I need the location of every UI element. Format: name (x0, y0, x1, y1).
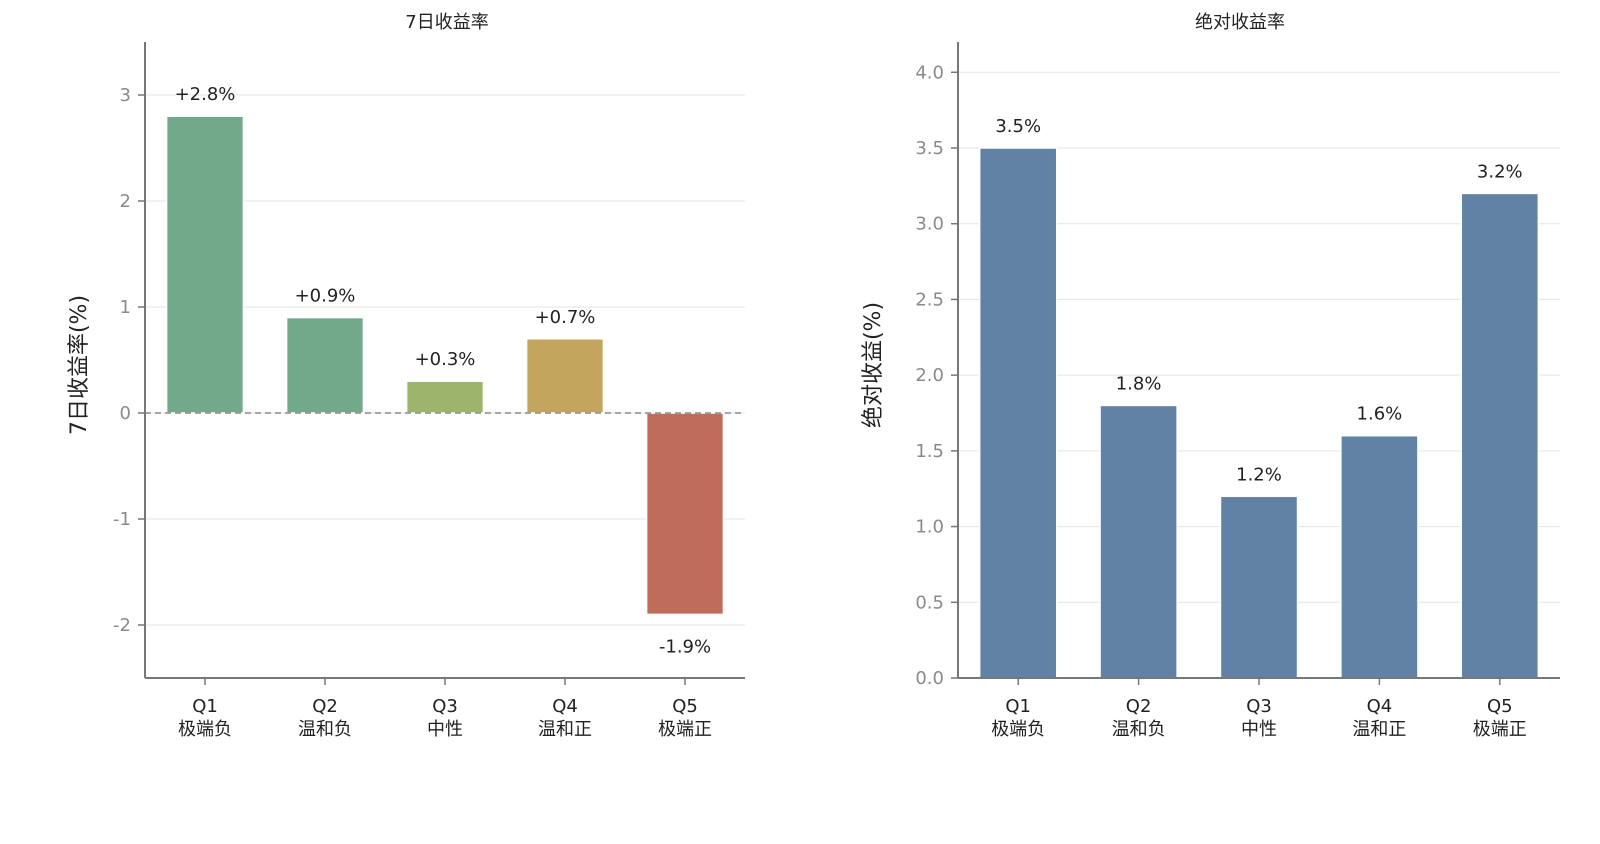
x-tick-code: Q3 (1246, 696, 1272, 717)
bar (525, 338, 605, 414)
seven-day-return-chart: 7日收益率 7日收益率(%) -2 -1 0 1 2 3 Q1 极端负 Q2 温… (67, 12, 745, 740)
bar (165, 115, 245, 414)
data-label: 1.8% (1116, 373, 1162, 394)
absolute-return-chart: 绝对收益率 绝对收益(%) 0.0 0.5 1.0 1.5 2.0 2.5 3.… (861, 12, 1560, 740)
bar (1340, 434, 1419, 679)
x-tick-code: Q2 (1126, 696, 1152, 717)
bar (645, 412, 725, 616)
y-tick-label: 3 (120, 85, 131, 106)
y-tick-label: 1.5 (915, 441, 944, 462)
data-label: 3.5% (995, 116, 1041, 137)
x-tick-name: 极端负 (178, 719, 232, 740)
x-tick-code: Q5 (1487, 696, 1513, 717)
y-ticks: -2 -1 0 1 2 3 (113, 85, 145, 636)
x-tick-name: 温和正 (538, 719, 592, 740)
x-tick-name: 极端正 (1473, 719, 1527, 740)
y-tick-label: 0.0 (915, 668, 944, 689)
data-label: -1.9% (659, 636, 711, 657)
y-tick-label: -1 (113, 509, 131, 530)
x-ticks: Q1 极端负 Q2 温和负 Q3 中性 Q4 温和正 Q5 极端正 (991, 678, 1527, 740)
x-ticks: Q1 极端负 Q2 温和负 Q3 中性 Q4 温和正 Q5 极端正 (178, 678, 712, 740)
x-tick-name: 中性 (427, 719, 463, 740)
x-tick-name: 中性 (1241, 719, 1277, 740)
y-tick-label: 0 (120, 403, 131, 424)
x-tick-name: 温和负 (1112, 719, 1166, 740)
x-tick-code: Q1 (192, 696, 218, 717)
y-tick-label: 1.0 (915, 517, 944, 538)
y-tick-label: 3.0 (915, 214, 944, 235)
y-tick-label: 1 (120, 297, 131, 318)
data-label: 1.6% (1357, 404, 1403, 425)
x-tick-code: Q3 (432, 696, 458, 717)
bar (1460, 192, 1540, 679)
y-tick-label: 0.5 (915, 592, 944, 613)
data-label: 1.2% (1236, 464, 1282, 485)
x-tick-code: Q5 (672, 696, 698, 717)
y-tick-label: 2 (120, 191, 131, 212)
x-tick-name: 温和正 (1352, 719, 1406, 740)
y-tick-label: 4.0 (915, 62, 944, 83)
data-label: +0.3% (415, 349, 476, 370)
data-labels: +2.8% +0.9% +0.3% +0.7% -1.9% (175, 84, 712, 657)
chart-title: 7日收益率 (405, 12, 488, 33)
y-tick-label: 3.5 (915, 138, 944, 159)
x-tick-code: Q2 (312, 696, 338, 717)
x-tick-name: 极端正 (658, 719, 712, 740)
data-label: 3.2% (1477, 161, 1523, 182)
x-tick-code: Q1 (1005, 696, 1031, 717)
y-tick-label: 2.5 (915, 289, 944, 310)
y-axis-label: 7日收益率(%) (67, 295, 92, 435)
bar (1219, 495, 1299, 679)
bar (978, 147, 1058, 679)
bars (978, 147, 1540, 679)
y-axis-label: 绝对收益(%) (861, 302, 886, 428)
gridlines (958, 71, 1560, 679)
bar (405, 380, 485, 414)
data-labels: 3.5% 1.8% 1.2% 1.6% 3.2% (995, 116, 1522, 485)
data-label: +0.7% (535, 307, 596, 328)
bars (165, 115, 725, 616)
x-tick-code: Q4 (552, 696, 578, 717)
chart-title: 绝对收益率 (1195, 12, 1285, 33)
y-tick-label: -2 (113, 615, 131, 636)
data-label: +0.9% (295, 286, 356, 307)
y-tick-label: 2.0 (915, 365, 944, 386)
bar (285, 316, 365, 414)
x-tick-name: 极端负 (991, 719, 1045, 740)
y-ticks: 0.0 0.5 1.0 1.5 2.0 2.5 3.0 3.5 4.0 (915, 62, 958, 689)
bar (1099, 404, 1178, 679)
x-tick-code: Q4 (1367, 696, 1393, 717)
data-label: +2.8% (175, 84, 236, 105)
x-tick-name: 温和负 (298, 719, 352, 740)
